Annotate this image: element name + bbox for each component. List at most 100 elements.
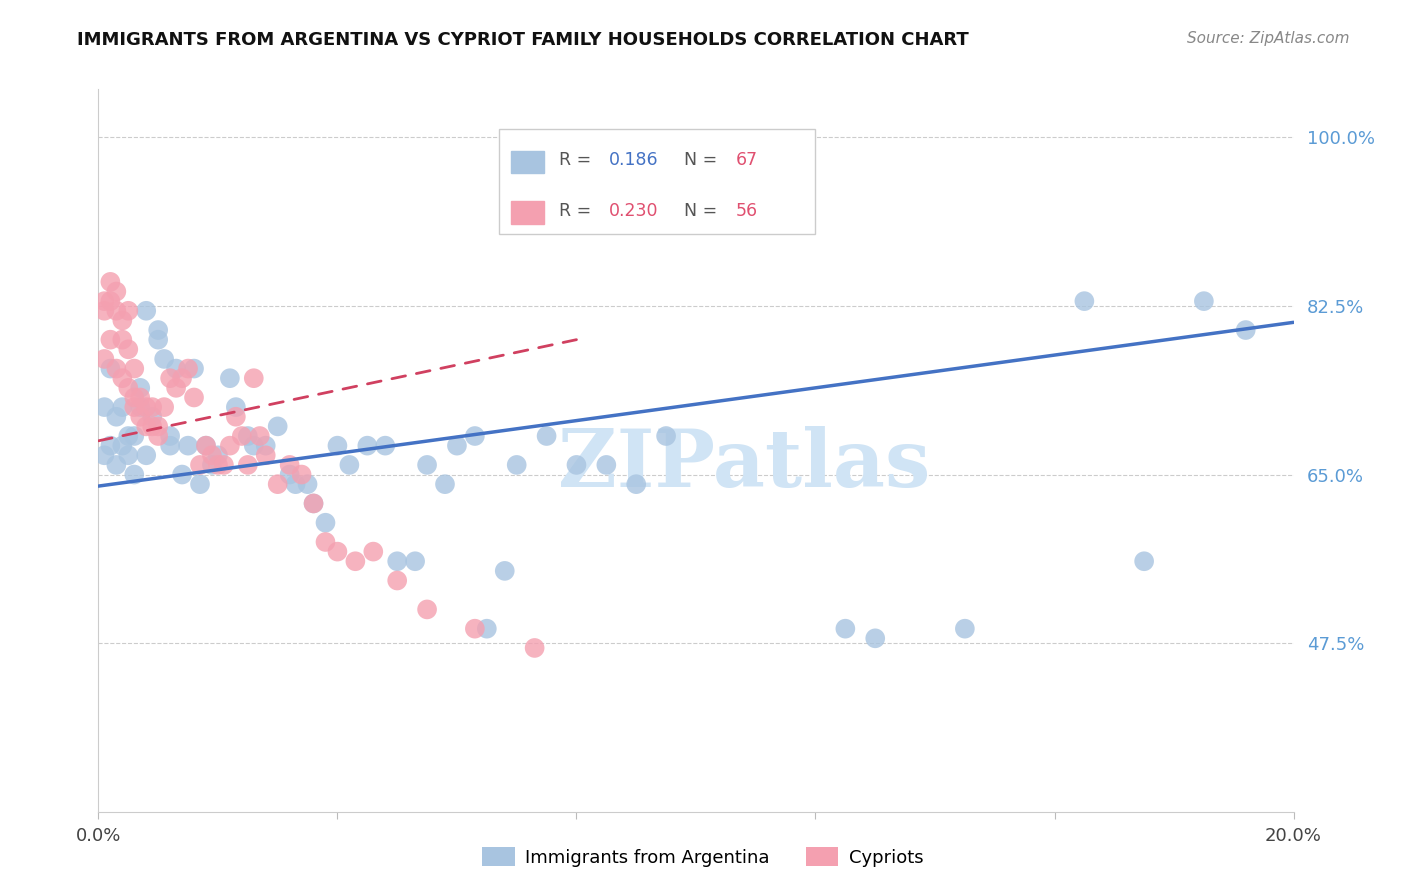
Point [284, 477, 307, 491]
Point [225, 409, 247, 424]
FancyBboxPatch shape [499, 129, 815, 234]
Point [464, 429, 486, 443]
Point [302, 496, 325, 510]
Point [105, 303, 128, 318]
Point [111, 400, 134, 414]
Point [236, 429, 259, 443]
Point [129, 400, 152, 414]
Point [291, 467, 314, 482]
Point [105, 458, 128, 472]
Point [363, 544, 385, 558]
Point [278, 467, 301, 482]
Point [117, 448, 139, 462]
Point [195, 439, 218, 453]
Point [117, 429, 139, 443]
Point [267, 419, 290, 434]
Point [385, 574, 409, 588]
Point [626, 477, 648, 491]
Point [356, 439, 378, 453]
Point [254, 448, 277, 462]
Point [374, 439, 396, 453]
Point [111, 333, 134, 347]
Point [141, 409, 163, 424]
Point [297, 477, 319, 491]
Point [93, 351, 115, 366]
Point [231, 429, 253, 443]
Point [129, 381, 152, 395]
Point [148, 323, 170, 337]
Point [165, 381, 187, 395]
Point [141, 419, 163, 434]
Point [141, 400, 163, 414]
Point [385, 554, 409, 568]
Point [326, 544, 349, 558]
Point [201, 458, 224, 472]
Point [201, 448, 224, 462]
Point [93, 448, 115, 462]
Point [183, 391, 205, 405]
Point [536, 429, 558, 443]
Point [98, 275, 122, 289]
Point [148, 333, 170, 347]
Text: 56: 56 [735, 202, 758, 219]
Text: 0.186: 0.186 [609, 152, 658, 169]
Point [207, 448, 229, 462]
Point [225, 400, 247, 414]
Point [243, 371, 266, 385]
Point [148, 429, 170, 443]
Text: R =: R = [558, 152, 596, 169]
Point [183, 361, 205, 376]
Text: N =: N = [685, 202, 723, 219]
Point [148, 419, 170, 434]
Point [117, 343, 139, 357]
Bar [510, 151, 544, 173]
Point [135, 303, 157, 318]
Point [219, 371, 242, 385]
Point [117, 303, 139, 318]
Point [565, 458, 588, 472]
Point [105, 361, 128, 376]
Point [865, 632, 887, 646]
Text: N =: N = [685, 152, 723, 169]
Point [188, 477, 211, 491]
Text: ZIPatlas: ZIPatlas [558, 425, 929, 504]
Point [416, 458, 439, 472]
Point [124, 361, 146, 376]
Text: IMMIGRANTS FROM ARGENTINA VS CYPRIOT FAMILY HOUSEHOLDS CORRELATION CHART: IMMIGRANTS FROM ARGENTINA VS CYPRIOT FAM… [77, 31, 969, 49]
Point [98, 333, 122, 347]
Point [655, 429, 678, 443]
Point [124, 467, 146, 482]
Point [834, 622, 856, 636]
Point [212, 458, 235, 472]
Point [98, 361, 122, 376]
Point [117, 381, 139, 395]
Point [404, 554, 426, 568]
Point [475, 622, 498, 636]
Point [111, 371, 134, 385]
Point [249, 429, 271, 443]
Text: Source: ZipAtlas.com: Source: ZipAtlas.com [1187, 31, 1350, 46]
Point [326, 439, 349, 453]
Point [1133, 554, 1156, 568]
Point [98, 294, 122, 309]
Point [129, 391, 152, 405]
Point [93, 294, 115, 309]
Point [416, 602, 439, 616]
Point [93, 400, 115, 414]
Point [523, 640, 546, 655]
Point [236, 458, 259, 472]
Point [243, 439, 266, 453]
Point [124, 400, 146, 414]
Point [153, 400, 176, 414]
Point [172, 467, 194, 482]
Point [129, 409, 152, 424]
Text: R =: R = [558, 202, 596, 219]
Point [135, 400, 157, 414]
Point [177, 439, 200, 453]
Point [111, 313, 134, 327]
Point [595, 458, 617, 472]
Point [464, 622, 486, 636]
Text: 0.230: 0.230 [609, 202, 658, 219]
Point [339, 458, 361, 472]
Point [745, 159, 768, 173]
